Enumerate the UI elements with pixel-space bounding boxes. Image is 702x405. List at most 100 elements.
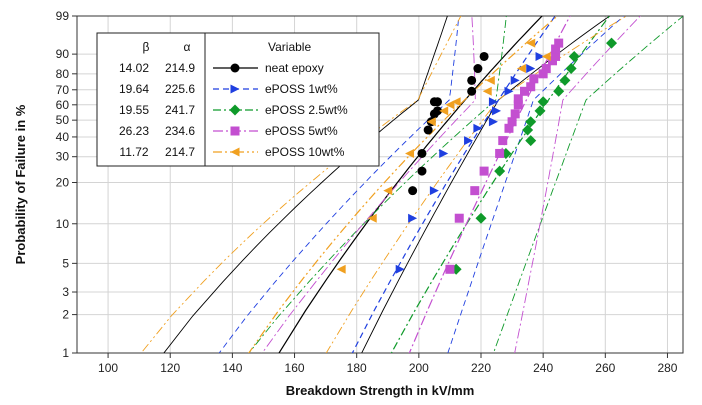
data-point [479,166,489,176]
data-point [522,124,534,136]
x-tick-label: 220 [471,361,491,375]
legend-series-name: ePOSS 5wt% [265,124,338,138]
data-point [559,74,571,86]
data-point [464,136,474,146]
legend-alpha-value: 214.7 [165,145,195,159]
data-point [541,51,551,61]
data-point [445,100,455,110]
eposs-10wt--upper-bound-line [325,16,628,353]
data-point [479,51,489,61]
x-tick-label: 260 [595,361,615,375]
data-point [473,123,483,133]
legend-alpha-value: 234.6 [165,124,195,138]
legend-header-beta: β [143,40,150,54]
data-point [488,117,498,127]
data-point [535,51,545,61]
legend-series-name: ePOSS 1wt% [265,82,338,96]
x-tick-label: 240 [533,361,553,375]
data-point [395,264,405,274]
data-point [510,75,520,85]
data-point [504,86,514,96]
data-point [417,148,427,158]
legend-beta-value: 14.02 [119,61,149,75]
legend-alpha-value: 241.7 [165,103,195,117]
y-axis-title: Probability of Failure in % [13,104,28,264]
data-point [432,106,442,116]
y-tick-label: 80 [56,67,70,81]
y-tick-label: 20 [56,175,70,189]
eposs-2-5wt--lower-bound-line [248,16,507,353]
data-point [432,97,442,107]
data-point [541,64,551,74]
legend-alpha-value: 214.9 [165,61,195,75]
data-point [513,94,523,104]
data-point [451,97,461,107]
legend-marker [230,84,240,94]
data-point [429,186,439,196]
data-point [408,213,418,223]
data-point [467,86,477,96]
data-point [529,74,539,84]
data-point [488,97,498,107]
x-tick-label: 180 [347,361,367,375]
legend-series-name: neat epoxy [265,61,324,75]
x-tick-label: 120 [160,361,180,375]
data-point [510,109,520,119]
x-axis-title: Breakdown Strength in kV/mm [286,383,475,398]
data-point [553,85,565,97]
eposs-2-5wt--upper-bound-line [493,16,683,353]
data-point [538,69,548,79]
legend-beta-value: 19.55 [119,103,149,117]
data-point [520,86,530,96]
data-point [439,106,449,116]
legend-beta-value: 19.64 [119,82,149,96]
data-point [475,212,487,224]
data-point [426,117,436,127]
y-tick-label: 3 [62,285,69,299]
legend-marker [230,147,240,157]
x-tick-label: 280 [657,361,677,375]
data-points [336,37,618,275]
y-tick-label: 2 [62,308,69,322]
data-point [525,135,537,147]
y-tick-label: 70 [56,83,70,97]
data-point [467,75,477,85]
data-point [492,106,502,116]
data-point [454,213,464,223]
legend-marker [230,126,240,136]
data-point [504,123,514,133]
data-point [565,63,577,75]
data-point [494,165,506,177]
y-tick-label: 30 [56,150,70,164]
legend-marker [229,104,241,116]
x-tick-label: 100 [98,361,118,375]
data-point [516,64,526,74]
legend-beta-value: 11.72 [119,145,148,159]
plot-frame [76,15,684,354]
y-tick-label: 5 [62,256,69,270]
data-point [423,125,433,135]
eposs-1wt--lower-bound-line [218,16,460,353]
y-tick-label: 99 [56,9,70,23]
eposs-5wt--lower-bound-line [261,16,476,353]
legend-series-name: ePOSS 10wt% [265,145,345,159]
data-point [537,96,549,108]
data-point [367,213,377,223]
legend-marker [230,63,240,73]
legend-beta-value: 26.23 [119,124,149,138]
data-point [408,186,418,196]
data-point [526,82,536,92]
x-tick-label: 200 [409,361,429,375]
legend-alpha-value: 225.6 [165,82,195,96]
legend-header-variable: Variable [268,40,311,54]
x-tick-label: 140 [222,361,242,375]
data-point [534,105,546,117]
data-point [495,148,505,158]
y-tick-label: 60 [56,98,70,112]
legend: β α Variable 14.02 214.9 neat epoxy 19.64 225.6… [96,32,380,167]
legend-series-name: ePOSS 2.5wt% [265,103,348,117]
eposs-10wt--fit-line [248,16,559,353]
eposs-5wt--upper-bound-line [514,16,641,353]
y-tick-label: 40 [56,130,70,144]
